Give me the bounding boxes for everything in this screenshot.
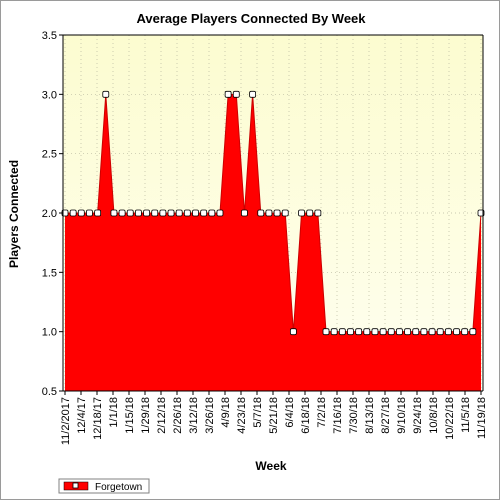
data-point (232, 90, 240, 98)
data-point (379, 328, 387, 336)
data-point (330, 328, 338, 336)
data-point (143, 209, 150, 217)
x-tick-label: 8/13/18 (364, 397, 376, 434)
data-point (306, 209, 314, 217)
chart-title: Average Players Connected By Week (136, 11, 366, 26)
data-point (371, 328, 379, 336)
data-point (396, 328, 403, 336)
legend-marker (72, 482, 79, 489)
x-tick-label: 3/26/18 (204, 397, 216, 434)
x-axis-label: Week (255, 459, 286, 473)
data-point (94, 209, 102, 217)
x-tick-label: 8/27/18 (380, 397, 392, 434)
data-point (461, 328, 469, 336)
data-point (338, 328, 346, 336)
data-point (265, 209, 273, 217)
data-point (208, 209, 216, 217)
data-point (224, 90, 232, 98)
y-tick-label: 1.0 (42, 327, 57, 339)
data-point (86, 209, 93, 217)
x-tick-label: 6/4/18 (284, 397, 296, 428)
data-point (469, 328, 477, 336)
data-point (216, 209, 224, 217)
x-tick-label: 10/8/18 (428, 397, 440, 434)
y-tick-label: 3.0 (42, 89, 57, 101)
data-point (249, 90, 257, 98)
y-tick-label: 0.5 (42, 386, 57, 398)
data-point (192, 209, 199, 217)
data-point (69, 209, 77, 217)
data-point (118, 209, 126, 217)
legend-label: Forgetown (95, 482, 142, 493)
series-line-forgetown (65, 93, 482, 333)
x-tick-label: 7/16/18 (332, 397, 344, 434)
x-tick-label: 11/5/18 (460, 397, 472, 433)
x-tick-label: 4/23/18 (236, 397, 248, 434)
x-tick-label: 11/19/18 (476, 397, 488, 439)
data-point (453, 328, 460, 336)
data-point (289, 328, 297, 336)
data-point (167, 209, 175, 217)
data-point (110, 209, 118, 217)
data-point (200, 209, 208, 217)
data-point (135, 209, 142, 217)
data-point (159, 209, 167, 217)
x-tick-label: 10/22/18 (444, 397, 456, 440)
x-tick-label: 5/21/18 (268, 397, 280, 434)
x-tick-label: 9/24/18 (412, 397, 424, 434)
data-point (387, 328, 395, 336)
x-tick-label: 12/4/17 (76, 397, 88, 434)
x-tick-label: 5/7/18 (252, 397, 264, 428)
data-point (298, 209, 305, 217)
data-point (436, 328, 444, 336)
x-tick-label: 2/26/18 (172, 397, 184, 434)
x-tick-label: 1/1/18 (108, 397, 120, 428)
x-tick-label: 7/30/18 (348, 397, 360, 434)
x-tick-label: 6/18/18 (300, 397, 312, 434)
data-point (412, 328, 420, 336)
data-point (151, 209, 159, 217)
y-tick-label: 2.5 (42, 149, 57, 161)
x-tick-label: 3/12/18 (188, 397, 200, 434)
y-tick-label: 2.0 (42, 208, 57, 220)
y-axis-label: Players Connected (7, 160, 21, 268)
x-tick-label: 12/18/17 (92, 397, 104, 440)
x-tick-label: 7/2/18 (316, 397, 328, 428)
data-point (428, 328, 436, 336)
data-point (183, 209, 191, 217)
data-point (404, 328, 411, 336)
data-point (126, 209, 134, 217)
x-tick-label: 2/12/18 (156, 397, 168, 434)
data-point (355, 328, 363, 336)
data-point (420, 328, 428, 336)
data-point (175, 209, 183, 217)
data-point (281, 209, 289, 217)
y-tick-label: 1.5 (42, 267, 57, 279)
x-tick-label: 4/9/18 (220, 397, 232, 428)
x-tick-label: 1/29/18 (140, 397, 152, 434)
x-tick-label: 9/10/18 (396, 397, 408, 434)
data-point (102, 90, 110, 98)
data-point (257, 209, 265, 217)
data-point (77, 209, 85, 217)
data-point (347, 328, 354, 336)
data-point (241, 209, 248, 217)
y-tick-label: 3.5 (42, 30, 57, 42)
data-point (322, 328, 330, 336)
x-tick-label: 11/2/2017 (60, 397, 72, 445)
data-point (444, 328, 452, 336)
data-point (314, 209, 322, 217)
data-point (273, 209, 281, 217)
data-point (363, 328, 371, 336)
x-tick-label: 1/15/18 (124, 397, 136, 434)
legend: Forgetown (58, 478, 150, 494)
series-area-forgetown (65, 94, 481, 391)
